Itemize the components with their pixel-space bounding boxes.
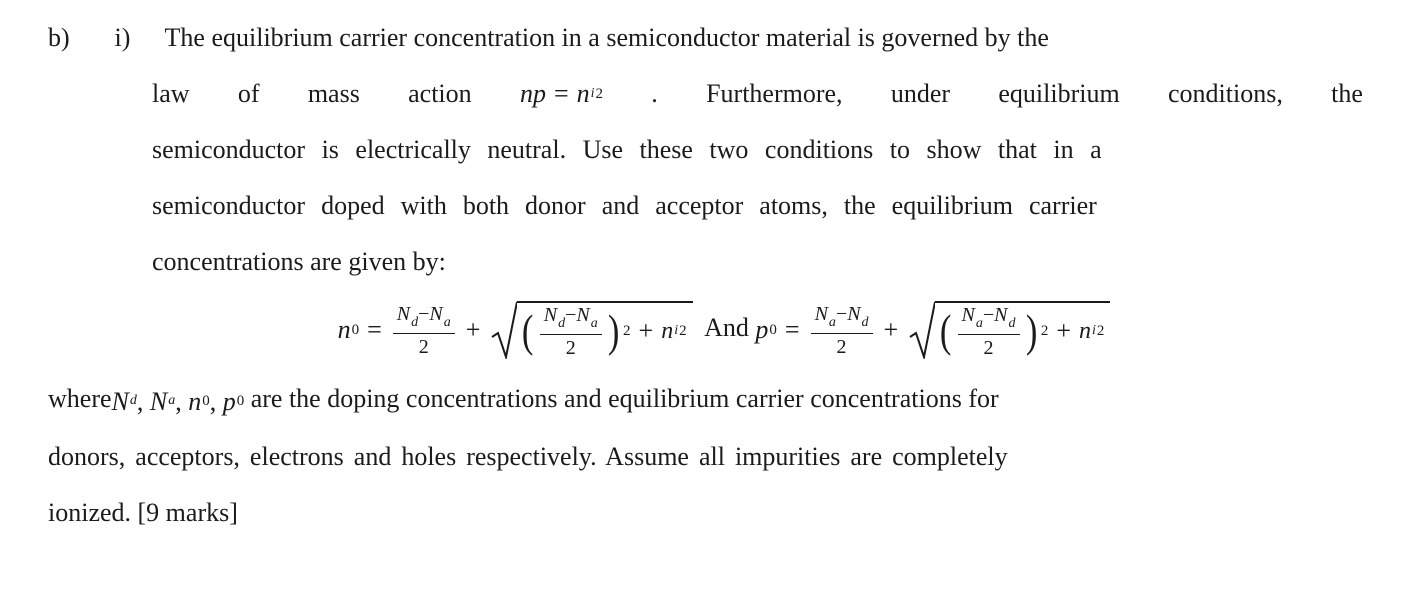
sub: 0 <box>769 323 777 338</box>
text: conditions, <box>1168 66 1283 122</box>
text: where <box>48 384 112 413</box>
part-label: b) <box>48 10 108 66</box>
sup: 2 <box>679 324 687 339</box>
sym-p: p <box>533 66 546 122</box>
frac: Nd−Na 2 <box>540 305 602 358</box>
sym: p <box>223 374 236 430</box>
text: of <box>238 66 260 122</box>
text: law <box>152 66 190 122</box>
frac: Nd−Na 2 <box>393 304 455 357</box>
sub: d <box>1009 316 1016 331</box>
op-plus: + <box>876 317 907 343</box>
sym: N <box>815 303 828 325</box>
text: . <box>651 66 658 122</box>
comma: , <box>137 374 144 430</box>
text-between: And <box>702 313 749 342</box>
op-minus: − <box>418 303 429 325</box>
sub: a <box>591 316 598 331</box>
text: ionized. [9 marks] <box>48 498 238 527</box>
line-1: b) i) The equilibrium carrier concentrat… <box>48 10 1363 66</box>
sup: 2 <box>1041 324 1049 339</box>
sym: p <box>755 317 768 343</box>
sym: N <box>847 303 860 325</box>
where-symbols: Nd, Na, n0, p0 <box>112 374 245 430</box>
den: 2 <box>833 337 851 357</box>
equation-line: n0 = Nd−Na 2 + ( Nd−Na 2 )2 + <box>48 289 1363 371</box>
sub: a <box>444 315 451 330</box>
text: concentrations are given by: <box>152 247 446 276</box>
op-eq: = <box>359 317 390 343</box>
op-plus: + <box>631 318 662 344</box>
sub: i <box>674 324 678 338</box>
sym-n: n <box>520 66 533 122</box>
den: 2 <box>980 338 998 358</box>
text: semiconductor is electrically neutral. U… <box>152 135 1102 164</box>
sym: N <box>544 304 557 326</box>
comma: , <box>175 374 182 430</box>
sub-i: i <box>591 79 595 109</box>
op-minus: − <box>836 303 847 325</box>
sub: a <box>976 316 983 331</box>
sym: N <box>112 374 129 430</box>
op-plus: + <box>1048 318 1079 344</box>
n0-expression: n0 = Nd−Na 2 + ( Nd−Na 2 )2 + <box>338 295 696 365</box>
text: are the doping concentrations and equili… <box>244 384 998 413</box>
p0-expression: p0 = Na−Nd 2 + ( Na−Nd 2 )2 + <box>755 295 1113 365</box>
sym: n <box>661 319 673 343</box>
radical-icon <box>491 301 517 359</box>
sub: d <box>862 315 869 330</box>
op-minus: − <box>983 304 994 326</box>
sub: d <box>130 386 137 416</box>
mass-action-eq: np = ni2 <box>520 66 603 122</box>
sup: 2 <box>1097 324 1105 339</box>
sym: N <box>397 303 410 325</box>
text: semiconductor doped with both donor and … <box>152 191 1097 220</box>
question-block: b) i) The equilibrium carrier concentrat… <box>48 10 1363 579</box>
line-2: law of mass action np = ni2 . Furthermor… <box>48 66 1363 122</box>
line-8: donors, acceptors, electrons and holes r… <box>48 429 1363 485</box>
sym: N <box>962 304 975 326</box>
sup: 2 <box>623 324 631 339</box>
sub: 0 <box>202 385 210 417</box>
sub: a <box>829 315 836 330</box>
op-eq: = <box>546 66 577 122</box>
sub: a <box>168 386 175 416</box>
subpart-label: i) <box>115 10 159 66</box>
den: 2 <box>562 338 580 358</box>
text: equilibrium <box>998 66 1119 122</box>
sym: N <box>429 303 442 325</box>
sqrt: ( Na−Nd 2 )2 + ni2 <box>909 301 1110 359</box>
line-3: semiconductor is electrically neutral. U… <box>48 122 1363 178</box>
text: action <box>408 66 472 122</box>
text: donors, acceptors, electrons and holes r… <box>48 442 1008 471</box>
sym: n <box>188 374 201 430</box>
sym: N <box>994 304 1007 326</box>
line-4: semiconductor doped with both donor and … <box>48 178 1363 234</box>
sym: N <box>576 304 589 326</box>
sub: 0 <box>352 323 360 338</box>
line-7: where Nd, Na, n0, p0 are the doping conc… <box>48 371 1363 429</box>
sym-ni: n <box>577 66 590 122</box>
text: under <box>891 66 950 122</box>
op-eq: = <box>777 317 808 343</box>
op-plus: + <box>458 317 489 343</box>
text: Furthermore, <box>706 66 842 122</box>
sym: n <box>338 317 351 343</box>
den: 2 <box>415 337 433 357</box>
line-9: ionized. [9 marks] <box>48 485 1363 541</box>
sym: n <box>1079 319 1091 343</box>
frac: Na−Nd 2 <box>958 305 1020 358</box>
sup-2: 2 <box>596 78 604 110</box>
frac: Na−Nd 2 <box>811 304 873 357</box>
line-5: concentrations are given by: <box>48 234 1363 290</box>
sqrt: ( Nd−Na 2 )2 + ni2 <box>491 301 692 359</box>
text: The equilibrium carrier concentration in… <box>165 23 1049 52</box>
radical-icon <box>909 301 935 359</box>
sym: N <box>150 374 167 430</box>
comma: , <box>210 374 217 430</box>
text: the <box>1331 66 1363 122</box>
sub: i <box>1092 324 1096 338</box>
op-minus: − <box>565 304 576 326</box>
text: mass <box>308 66 360 122</box>
